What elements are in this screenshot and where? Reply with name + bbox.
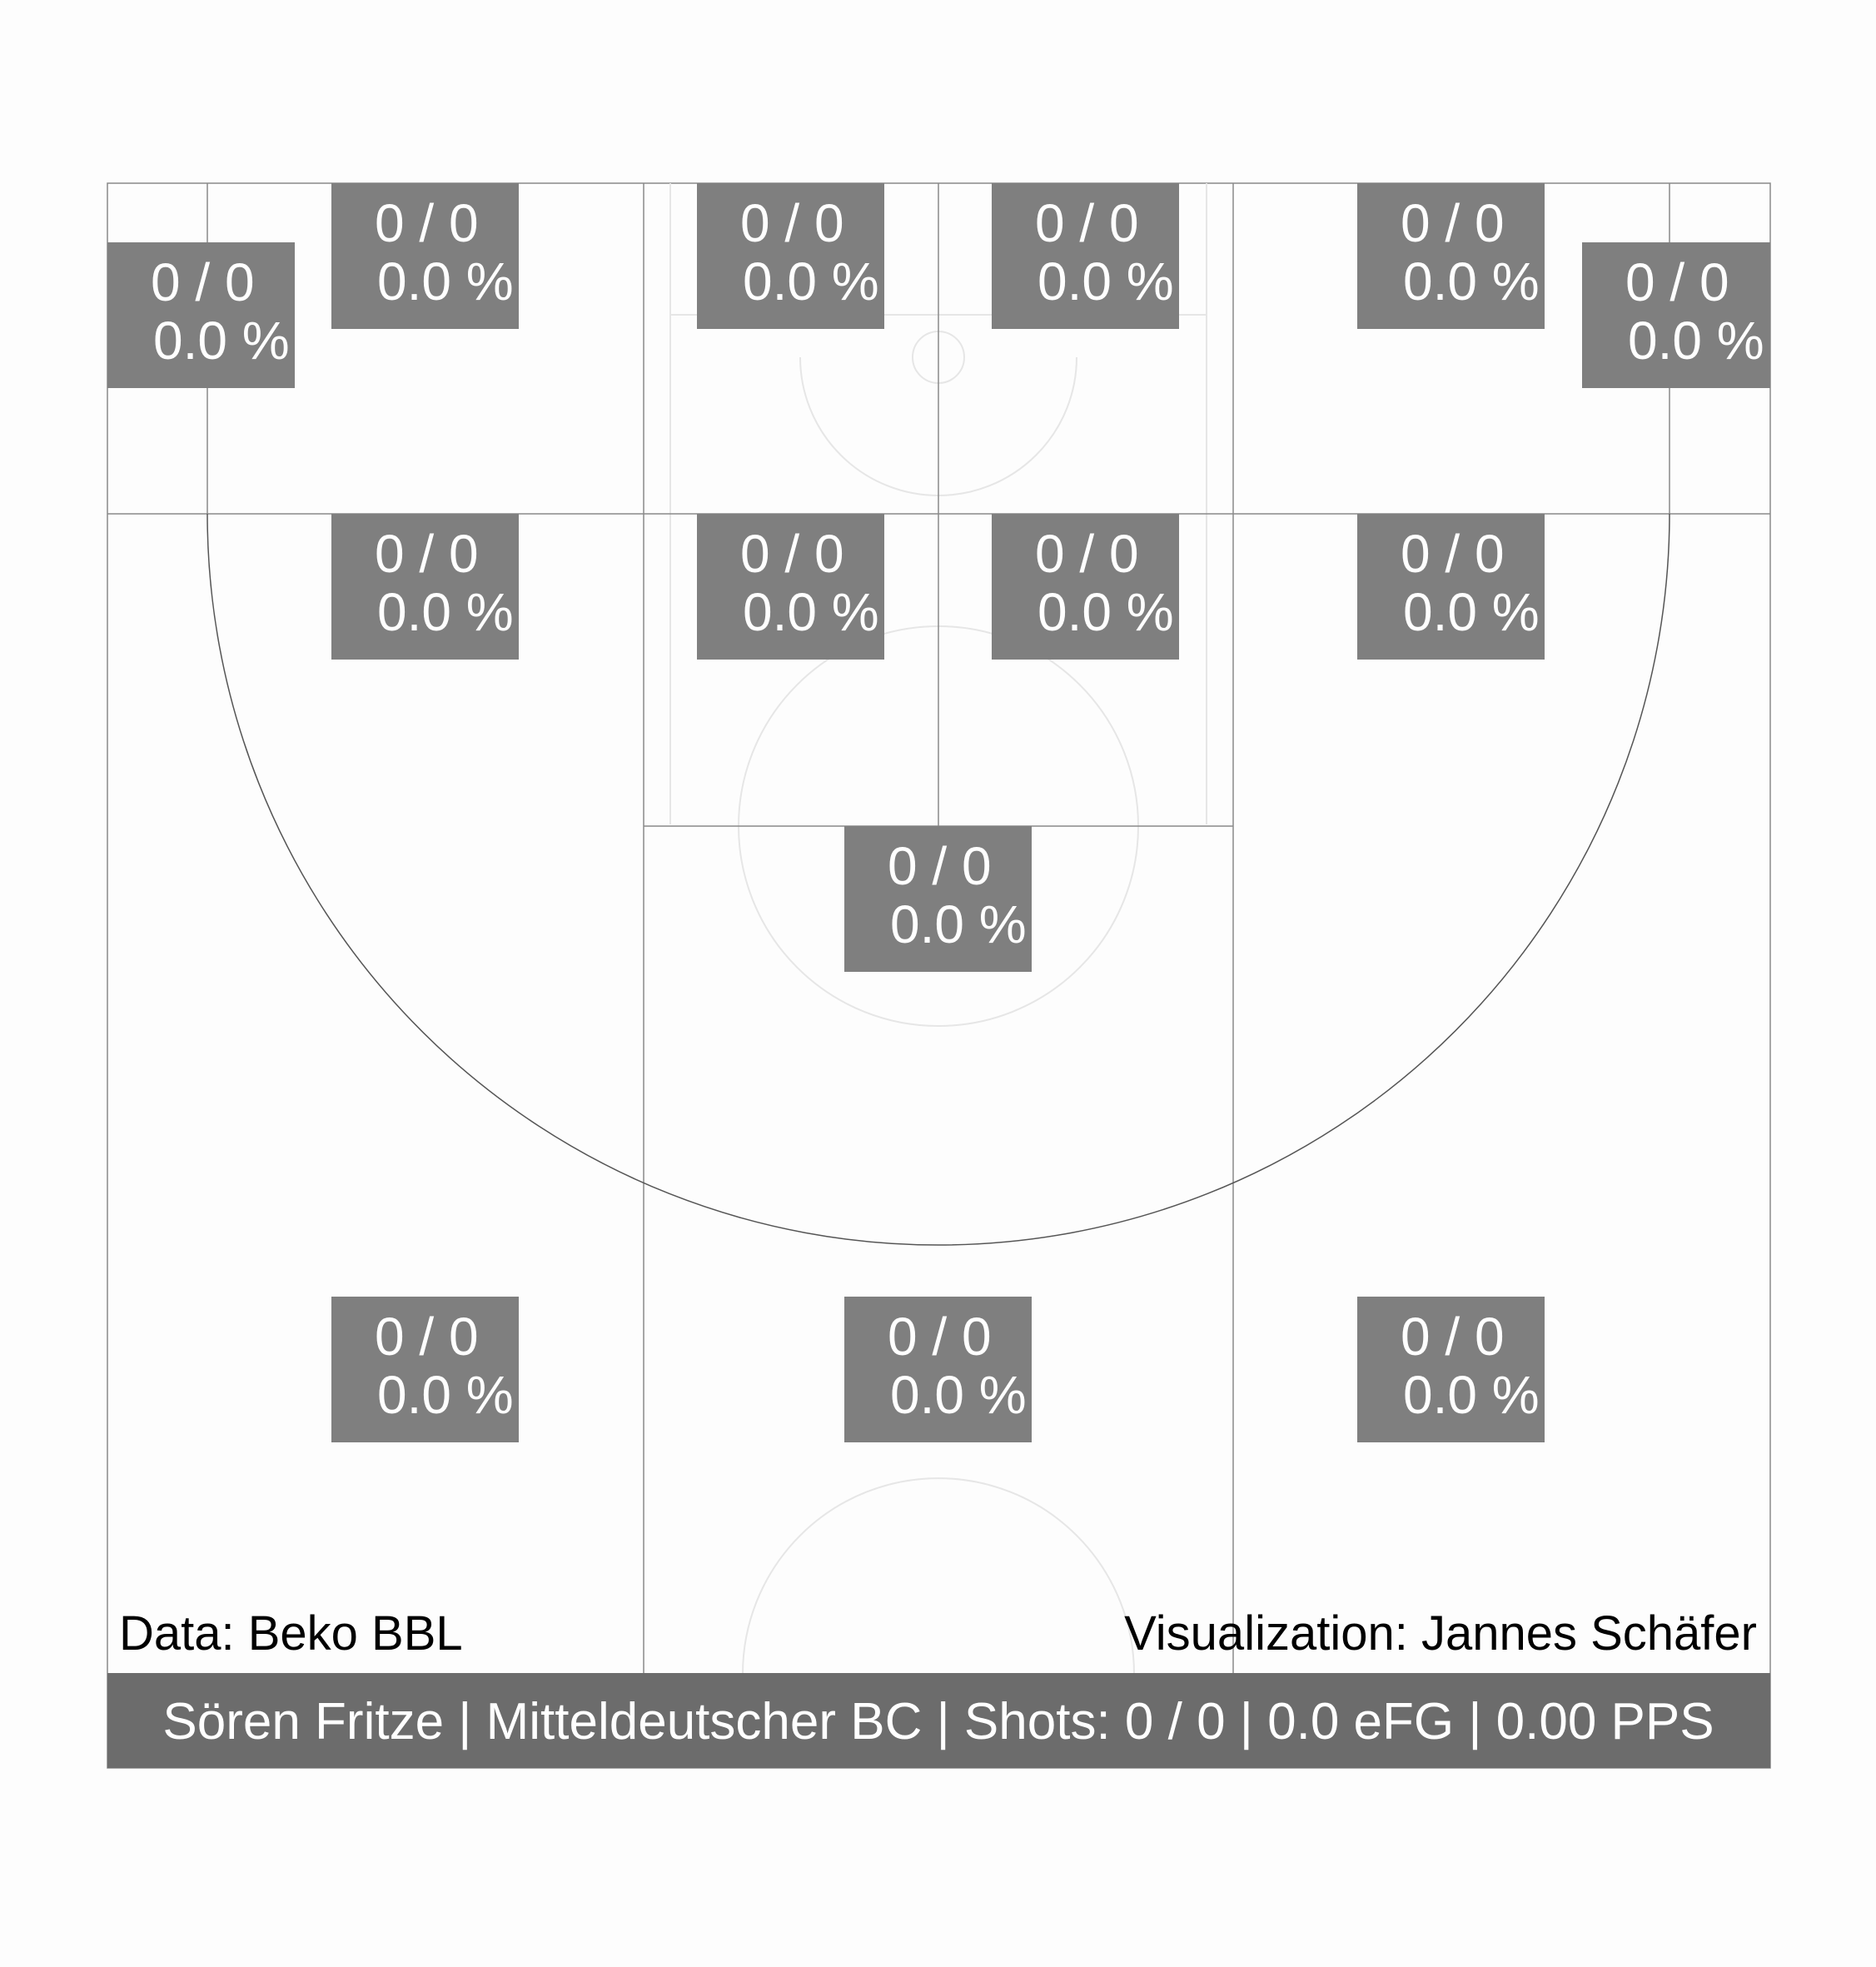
- zone-pct: 0.0 %: [1403, 582, 1540, 642]
- zone-pct: 0.0 %: [890, 894, 1027, 954]
- zone-labels: 0 / 0 0.0 % 0 / 0 0.0 % 0 / 0 0.0 % 0 / …: [107, 183, 1770, 1442]
- zone-made-att: 0 / 0: [1625, 252, 1729, 312]
- footer-summary: Sören Fritze | Mitteldeutscher BC | Shot…: [162, 1693, 1714, 1750]
- zone-left-corner-three: 0 / 0 0.0 %: [107, 242, 295, 388]
- zone-pct: 0.0 %: [153, 311, 290, 371]
- zone-made-att: 0 / 0: [151, 252, 255, 312]
- zone-made-att: 0 / 0: [375, 1307, 479, 1367]
- zone-pct: 0.0 %: [743, 251, 879, 311]
- zone-top-key-mid: 0 / 0 0.0 %: [844, 826, 1032, 972]
- zone-pct: 0.0 %: [1403, 1365, 1540, 1425]
- zone-pct: 0.0 %: [1038, 251, 1174, 311]
- zone-paint-left-high: 0 / 0 0.0 %: [697, 514, 884, 660]
- zone-lines: [107, 183, 1770, 1768]
- zone-made-att: 0 / 0: [740, 524, 844, 584]
- zone-made-att: 0 / 0: [888, 1307, 992, 1367]
- footer-bar: [107, 1673, 1770, 1768]
- zone-paint-right-low: 0 / 0 0.0 %: [992, 183, 1179, 329]
- zone-paint-right-high: 0 / 0 0.0 %: [992, 514, 1179, 660]
- zone-pct: 0.0 %: [377, 582, 514, 642]
- zone-made-att: 0 / 0: [888, 836, 992, 896]
- zone-made-att: 0 / 0: [375, 193, 479, 253]
- zone-made-att: 0 / 0: [1035, 193, 1139, 253]
- zone-pct: 0.0 %: [890, 1365, 1027, 1425]
- zone-right-corner-three: 0 / 0 0.0 %: [1582, 242, 1770, 388]
- zone-right-wing-mid: 0 / 0 0.0 %: [1357, 514, 1545, 660]
- zone-pct: 0.0 %: [743, 582, 879, 642]
- zone-pct: 0.0 %: [1628, 311, 1764, 371]
- zone-pct: 0.0 %: [1403, 251, 1540, 311]
- zone-left-baseline-mid: 0 / 0 0.0 %: [331, 183, 519, 329]
- zone-left-wing-three: 0 / 0 0.0 %: [331, 1297, 519, 1442]
- visualization-credit: Visualization: Jannes Schäfer: [1124, 1606, 1757, 1661]
- zone-made-att: 0 / 0: [1401, 524, 1505, 584]
- zone-left-wing-mid: 0 / 0 0.0 %: [331, 514, 519, 660]
- zone-made-att: 0 / 0: [1401, 193, 1505, 253]
- zone-pct: 0.0 %: [377, 251, 514, 311]
- zone-made-att: 0 / 0: [375, 524, 479, 584]
- zone-right-baseline-mid: 0 / 0 0.0 %: [1357, 183, 1545, 329]
- zone-top-three: 0 / 0 0.0 %: [844, 1297, 1032, 1442]
- zone-made-att: 0 / 0: [1401, 1307, 1505, 1367]
- zone-right-wing-three: 0 / 0 0.0 %: [1357, 1297, 1545, 1442]
- zone-pct: 0.0 %: [1038, 582, 1174, 642]
- data-credit: Data: Beko BBL: [119, 1606, 463, 1661]
- zone-made-att: 0 / 0: [740, 193, 844, 253]
- zone-paint-left-low: 0 / 0 0.0 %: [697, 183, 884, 329]
- zone-pct: 0.0 %: [377, 1365, 514, 1425]
- zone-made-att: 0 / 0: [1035, 524, 1139, 584]
- three-point-arc: [207, 513, 1670, 1246]
